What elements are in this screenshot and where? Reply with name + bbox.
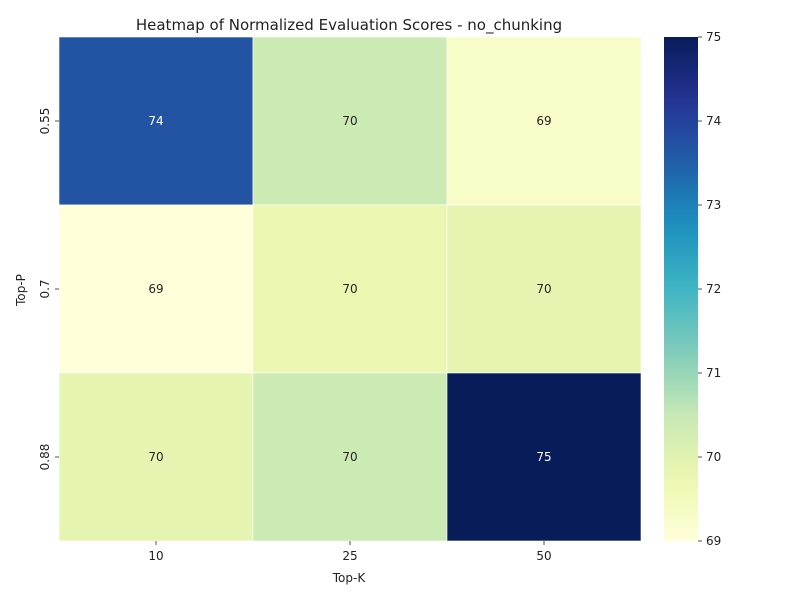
x-tick-label: 50 [536, 549, 551, 563]
colorbar-tick-label: 72 [706, 282, 721, 296]
colorbar-tick-label: 71 [706, 366, 721, 380]
cell-value-label: 70 [342, 282, 357, 296]
cell-value-label: 70 [536, 282, 551, 296]
y-axis-ticks: 0.55 0.7 0.88 [38, 108, 59, 471]
y-tick-label: 0.88 [38, 444, 52, 471]
y-tick-label: 0.7 [38, 279, 52, 298]
chart-title: Heatmap of Normalized Evaluation Scores … [136, 16, 562, 35]
cell-value-label: 70 [342, 450, 357, 464]
cell-value-label: 70 [342, 114, 357, 128]
cell-value-label: 74 [148, 114, 163, 128]
x-axis-ticks: 10 25 50 [148, 541, 552, 563]
colorbar-tick-label: 75 [706, 30, 721, 44]
y-tick-label: 0.55 [38, 108, 52, 135]
cell-value-label: 75 [536, 450, 551, 464]
heatmap-cells: 74 70 69 69 70 70 70 70 75 [58, 36, 642, 542]
heatmap-cell [446, 36, 642, 206]
heatmap-cell [58, 36, 254, 206]
heatmap-cell [446, 204, 642, 374]
y-axis-label: Top-P [14, 274, 28, 307]
heatmap-cell [252, 36, 448, 206]
colorbar [664, 37, 698, 541]
x-tick-label: 10 [148, 549, 163, 563]
cell-value-label: 70 [148, 450, 163, 464]
colorbar-tick-label: 74 [706, 114, 721, 128]
cell-value-label: 69 [536, 114, 551, 128]
colorbar-tick-label: 69 [706, 534, 721, 548]
colorbar-tick-label: 70 [706, 450, 721, 464]
x-axis-label: Top-K [332, 571, 367, 585]
heatmap-cell [252, 372, 448, 542]
cell-value-label: 69 [148, 282, 163, 296]
heatmap-cell [58, 372, 254, 542]
colorbar-ticks: 69 70 71 72 73 74 75 [698, 30, 721, 548]
heatmap-cell [58, 204, 254, 374]
colorbar-tick-label: 73 [706, 198, 721, 212]
x-tick-label: 25 [342, 549, 357, 563]
heatmap-cell [252, 204, 448, 374]
